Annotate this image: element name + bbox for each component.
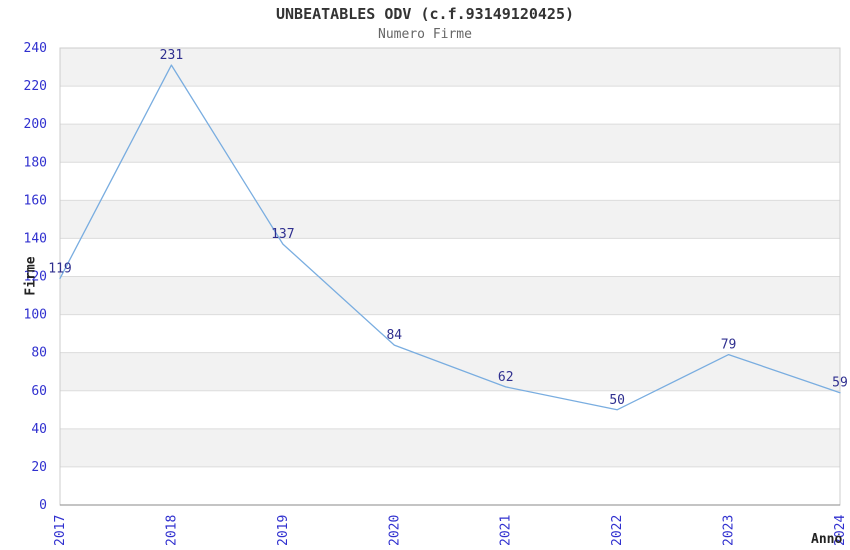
x-axis-title: Anno xyxy=(811,532,843,547)
chart-subtitle: Numero Firme xyxy=(378,27,472,42)
x-tick-label: 2021 xyxy=(499,515,514,546)
x-tick-label: 2018 xyxy=(164,515,179,546)
y-tick-label: 40 xyxy=(31,422,47,437)
y-tick-label: 120 xyxy=(24,270,47,285)
plot-band xyxy=(60,276,840,315)
plot-band xyxy=(60,86,840,125)
y-tick-label: 80 xyxy=(31,346,47,361)
plot-band xyxy=(60,314,840,353)
y-tick-label: 60 xyxy=(31,384,47,399)
plot-band xyxy=(60,124,840,163)
plot-band xyxy=(60,238,840,277)
plot-band xyxy=(60,48,840,87)
point-value-label: 84 xyxy=(386,328,402,343)
y-tick-label: 220 xyxy=(24,79,47,94)
y-tick-label: 20 xyxy=(31,460,47,475)
y-tick-label: 0 xyxy=(39,498,47,513)
y-tick-label: 160 xyxy=(24,193,47,208)
y-axis-title: Firme xyxy=(23,256,39,296)
point-value-label: 50 xyxy=(609,393,625,408)
point-value-label: 62 xyxy=(498,370,514,385)
plot-band xyxy=(60,200,840,239)
point-value-label: 79 xyxy=(721,338,737,353)
plot-band xyxy=(60,390,840,429)
x-tick-label: 2017 xyxy=(53,515,68,546)
plot-band xyxy=(60,428,840,467)
point-value-label: 137 xyxy=(271,227,294,242)
chart-title: UNBEATABLES ODV (c.f.93149120425) xyxy=(275,5,574,23)
point-value-label: 59 xyxy=(832,376,848,391)
x-tick-label: 2019 xyxy=(276,515,291,546)
x-tick-label: 2024 xyxy=(833,515,848,546)
y-tick-label: 200 xyxy=(24,117,47,132)
y-tick-label: 240 xyxy=(24,41,47,56)
y-tick-label: 140 xyxy=(24,231,47,246)
point-value-label: 119 xyxy=(48,261,71,276)
y-tick-label: 100 xyxy=(24,308,47,323)
x-tick-label: 2022 xyxy=(610,515,625,546)
plot-band xyxy=(60,162,840,201)
x-tick-label: 2020 xyxy=(387,515,402,546)
point-value-label: 231 xyxy=(160,48,183,63)
data-line xyxy=(59,64,841,411)
plot-band xyxy=(60,352,840,391)
x-tick-label: 2023 xyxy=(722,515,737,546)
plot-band xyxy=(60,466,840,505)
y-tick-label: 180 xyxy=(24,155,47,170)
